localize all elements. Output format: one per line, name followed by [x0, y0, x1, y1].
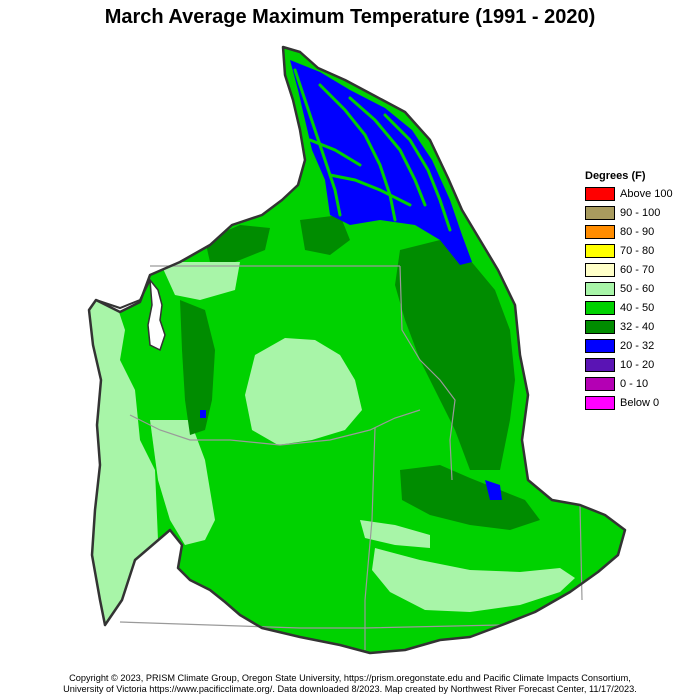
legend-item: 0 - 10	[585, 375, 673, 393]
legend-swatch	[585, 282, 615, 296]
legend-item: 70 - 80	[585, 242, 673, 260]
legend-item: 32 - 40	[585, 318, 673, 336]
legend-item: 80 - 90	[585, 223, 673, 241]
legend-rows: Above 100 90 - 100 80 - 90 70 - 80 60 - …	[585, 185, 673, 412]
legend-item: 40 - 50	[585, 299, 673, 317]
footer-line-1: Copyright © 2023, PRISM Climate Group, O…	[69, 673, 631, 683]
zone-okanogan-cool	[300, 215, 350, 255]
legend-swatch	[585, 339, 615, 353]
legend-swatch	[585, 244, 615, 258]
zone-blue-mountains-cool	[400, 465, 540, 530]
footer-line-2: University of Victoria https://www.pacif…	[63, 684, 637, 694]
puget-sound	[147, 277, 166, 352]
legend-label: 50 - 60	[620, 283, 655, 295]
zone-willamette-warm	[150, 420, 215, 545]
zone-columbia-basin-warm	[245, 338, 362, 445]
legend-swatch	[585, 206, 615, 220]
zone-cascades-cool	[180, 300, 215, 435]
legend-label: Below 0	[620, 397, 660, 409]
legend-swatch	[585, 225, 615, 239]
legend-item: 20 - 32	[585, 337, 673, 355]
legend-item: 50 - 60	[585, 280, 673, 298]
legend-swatch	[585, 358, 615, 372]
copyright-footer: Copyright © 2023, PRISM Climate Group, O…	[0, 673, 700, 695]
legend-swatch	[585, 301, 615, 315]
legend-label: 80 - 90	[620, 226, 655, 238]
state-borders	[119, 265, 583, 650]
legend-item: Below 0	[585, 394, 673, 412]
legend-label: 0 - 10	[620, 378, 649, 390]
legend-label: 40 - 50	[620, 302, 655, 314]
zone-cascades-peak-cold	[200, 410, 206, 418]
legend-swatch	[585, 263, 615, 277]
legend-item: 60 - 70	[585, 261, 673, 279]
legend-label: 60 - 70	[620, 264, 655, 276]
zone-valley-warm	[160, 262, 240, 300]
zone-snake-plain-warm	[372, 548, 575, 612]
legend-label: 20 - 32	[620, 340, 655, 352]
legend-label: 70 - 80	[620, 245, 655, 257]
legend-item: Above 100	[585, 185, 673, 203]
legend-label: 32 - 40	[620, 321, 655, 333]
legend-label: Above 100	[620, 188, 673, 200]
basin-outline	[87, 45, 627, 655]
zone-rockies-cold	[485, 480, 502, 500]
legend: Degrees (F) Above 100 90 - 100 80 - 90 7…	[585, 170, 673, 413]
legend-item: 90 - 100	[585, 204, 673, 222]
legend-item: 10 - 20	[585, 356, 673, 374]
legend-swatch	[585, 396, 615, 410]
zone-snake-river-warm	[360, 520, 430, 548]
legend-title: Degrees (F)	[585, 170, 646, 182]
legend-label: 90 - 100	[620, 207, 661, 219]
valley-streaks	[293, 68, 452, 232]
legend-swatch	[585, 320, 615, 334]
map-title: March Average Maximum Temperature (1991 …	[104, 6, 596, 28]
legend-swatch	[585, 187, 615, 201]
zone-rockies-cool	[395, 240, 515, 470]
legend-label: 10 - 20	[620, 359, 655, 371]
zone-bc-mountains-cold	[290, 60, 472, 265]
legend-swatch	[585, 377, 615, 391]
